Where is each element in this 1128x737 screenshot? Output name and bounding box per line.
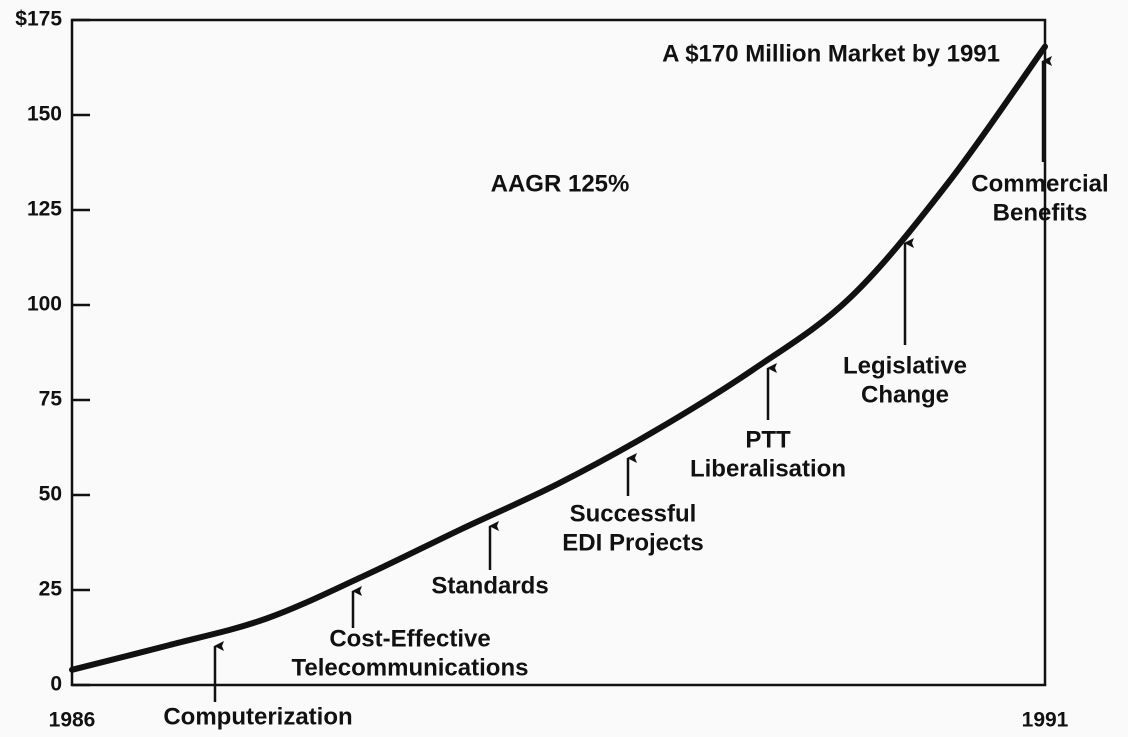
annotation: Standards: [431, 572, 548, 599]
y-tick-label: 0: [50, 673, 62, 696]
y-tick-label: $175: [15, 8, 62, 31]
plot-frame: [70, 18, 1047, 687]
market-curve: [69, 43, 1048, 673]
annotation: Legislative: [843, 352, 967, 379]
annotation: PTT: [745, 426, 791, 453]
annotation: AAGR 125%: [491, 170, 630, 197]
annotation: Successful: [570, 500, 697, 527]
y-tick-label: 75: [39, 388, 63, 411]
y-tick-label: 150: [27, 103, 62, 126]
annotation: Cost-Effective: [329, 625, 490, 652]
y-tick-label: 125: [27, 198, 62, 221]
y-tick-label: 25: [39, 578, 63, 601]
y-tick-label: 50: [39, 483, 62, 506]
annotation: Telecommunications: [292, 654, 529, 681]
x-tick-label: 1986: [49, 709, 96, 732]
annotation: Computerization: [163, 703, 352, 730]
annotation: Liberalisation: [690, 455, 846, 482]
annotation: A $170 Million Market by 1991: [662, 40, 1000, 67]
y-tick-label: 100: [27, 293, 62, 316]
annotation: Change: [861, 381, 949, 408]
annotation: EDI Projects: [562, 529, 703, 556]
x-tick-label: 1991: [1022, 709, 1069, 732]
annotation: Commercial: [971, 170, 1108, 197]
annotation: Benefits: [993, 199, 1088, 226]
